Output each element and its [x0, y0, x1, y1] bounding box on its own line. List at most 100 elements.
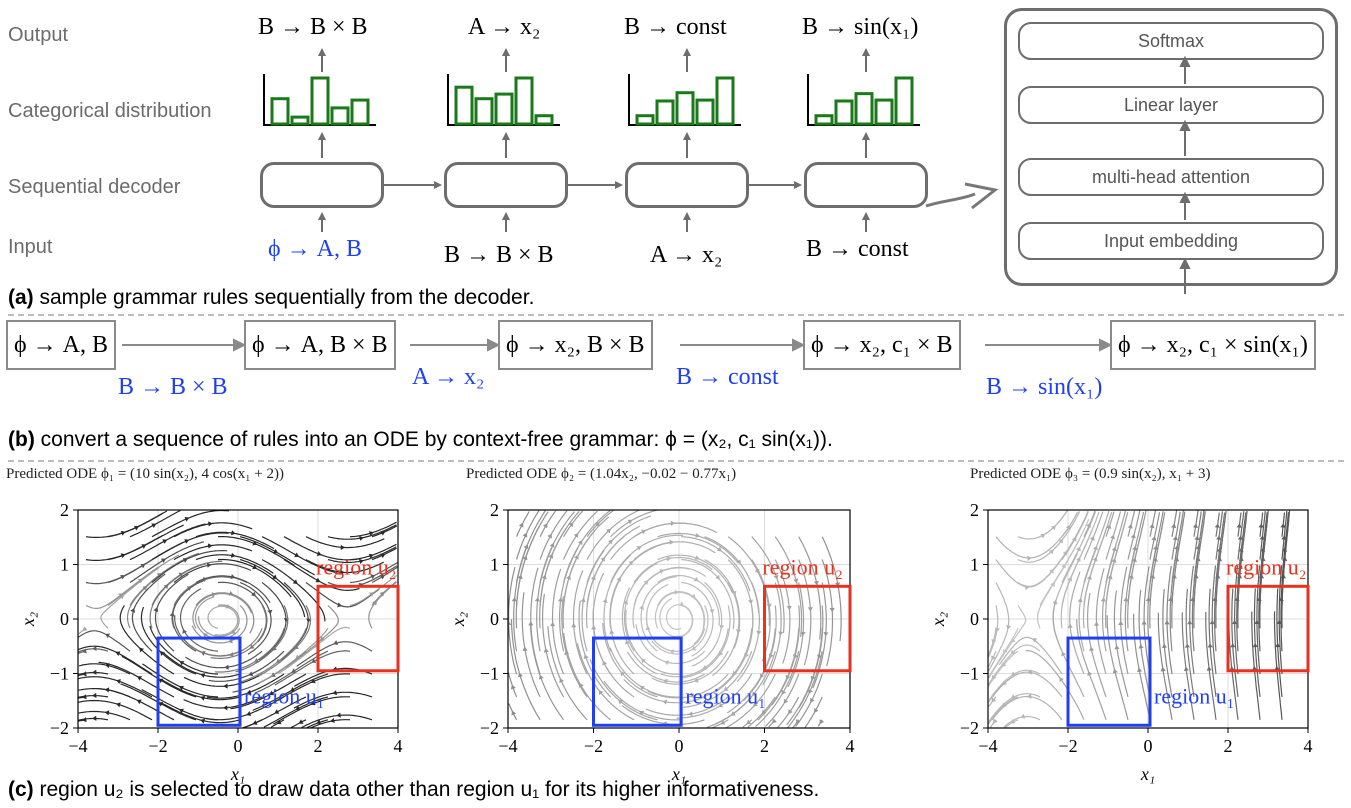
decoder-cell-1 — [260, 162, 384, 208]
streamline-arrow — [134, 525, 140, 531]
streamline — [647, 673, 729, 699]
streamline-arrow — [274, 709, 280, 714]
streamline-arrow — [379, 575, 385, 580]
streamline — [657, 532, 738, 563]
streamline-arrow — [332, 690, 338, 696]
streamline — [603, 554, 632, 652]
streamline-arrow — [1187, 619, 1193, 625]
region-u2-label: region u₂ — [316, 554, 396, 579]
streamline — [516, 511, 549, 606]
streamline — [1157, 612, 1173, 720]
streamline-arrow — [1183, 666, 1189, 672]
arrow-head — [502, 212, 510, 220]
streamline-arrow — [550, 621, 556, 627]
streamline — [1273, 611, 1283, 720]
arrow-head — [794, 181, 802, 189]
x-axis-label: x₁ — [230, 764, 245, 784]
streamline — [195, 575, 271, 604]
streamline-arrow — [1216, 547, 1222, 553]
streamline — [508, 671, 518, 698]
caption-a-text: sample grammar rules sequentially from t… — [33, 286, 535, 309]
streamline-arrow — [1252, 642, 1258, 648]
streamline-arrow — [182, 628, 188, 634]
streamline-arrow — [206, 562, 212, 568]
streamline — [586, 515, 652, 583]
region-u1-label: region u₁ — [685, 683, 765, 708]
streamline-arrow — [230, 573, 236, 579]
streamline-arrow — [810, 698, 815, 703]
input-rule-2: B → B × B — [444, 242, 554, 268]
streamline — [578, 600, 612, 698]
streamline — [998, 636, 1063, 675]
streamline-arrow — [781, 689, 787, 695]
streamline-arrow — [792, 654, 798, 660]
streamline — [238, 628, 307, 683]
streamline — [208, 650, 285, 682]
streamline — [1162, 589, 1173, 698]
streamline — [676, 673, 753, 719]
streamline-arrow — [136, 699, 142, 705]
hist-bar — [655, 99, 675, 126]
streamline-arrow — [1171, 523, 1177, 529]
streamline-arrow — [230, 552, 236, 558]
streamline-arrow — [200, 673, 206, 679]
streamline-arrow — [153, 607, 159, 613]
streamline-arrow — [1075, 546, 1081, 552]
streamline-arrow — [600, 556, 606, 562]
streamline — [1189, 565, 1195, 675]
ode-arrows — [122, 338, 1113, 352]
streamline — [1234, 565, 1239, 675]
streamline-arrow — [1209, 619, 1215, 625]
y-tick-label: 0 — [490, 609, 499, 629]
streamline — [633, 566, 706, 606]
streamline — [78, 663, 131, 675]
streamline-arrow — [1111, 546, 1117, 552]
x-tick-label: −4 — [978, 736, 997, 756]
plot-title-2: Predicted ODE ϕ₂ = (1.04x₂, −0.02 − 0.77… — [466, 466, 737, 482]
streamline-arrow — [609, 629, 615, 635]
streamline — [254, 650, 329, 694]
streamline-arrow — [1259, 535, 1265, 540]
streamline-arrow — [607, 539, 613, 545]
streamline-arrow — [547, 533, 552, 539]
streamline — [657, 554, 733, 593]
streamline — [1104, 523, 1126, 629]
streamline-arrow — [641, 658, 647, 664]
streamline-arrow — [1110, 534, 1115, 540]
streamline — [771, 605, 801, 706]
streamline — [1039, 518, 1090, 606]
streamline-arrow — [602, 598, 608, 604]
streamline — [1025, 649, 1085, 721]
ode-box-5: ϕ → x₂, c₁ × sin(x₁) — [1110, 320, 1316, 370]
streamline — [623, 678, 705, 704]
x-tick-label: 4 — [846, 736, 855, 756]
streamline-arrow — [522, 555, 528, 561]
streamline-arrow — [736, 559, 741, 565]
hist-bar — [874, 98, 894, 126]
streamline-arrow — [1127, 523, 1133, 529]
streamline — [296, 641, 373, 667]
streamline — [626, 651, 705, 683]
streamline-arrow — [207, 543, 213, 549]
streamline — [1251, 611, 1261, 720]
streamline-arrow — [1141, 620, 1147, 625]
streamline — [623, 562, 658, 652]
streamline-arrow — [598, 690, 604, 696]
streamline-arrow — [534, 597, 540, 602]
streamline — [371, 566, 398, 584]
streamline-arrow — [689, 693, 695, 699]
streamline-arrow — [1092, 556, 1098, 562]
streamline — [173, 575, 248, 606]
streamline-arrow — [294, 644, 300, 650]
x-tick-label: 4 — [1304, 736, 1313, 756]
streamline-arrow — [1106, 524, 1112, 530]
streamline-arrow — [695, 532, 700, 538]
streamline-arrow — [1216, 535, 1222, 541]
x-tick-label: −2 — [1058, 736, 1077, 756]
decoder-diagram — [263, 48, 999, 232]
streamline — [992, 671, 1063, 698]
streamline-arrow — [639, 604, 645, 610]
streamline — [516, 510, 546, 583]
streamline-arrow — [290, 686, 296, 692]
streamline-arrow — [179, 661, 185, 666]
